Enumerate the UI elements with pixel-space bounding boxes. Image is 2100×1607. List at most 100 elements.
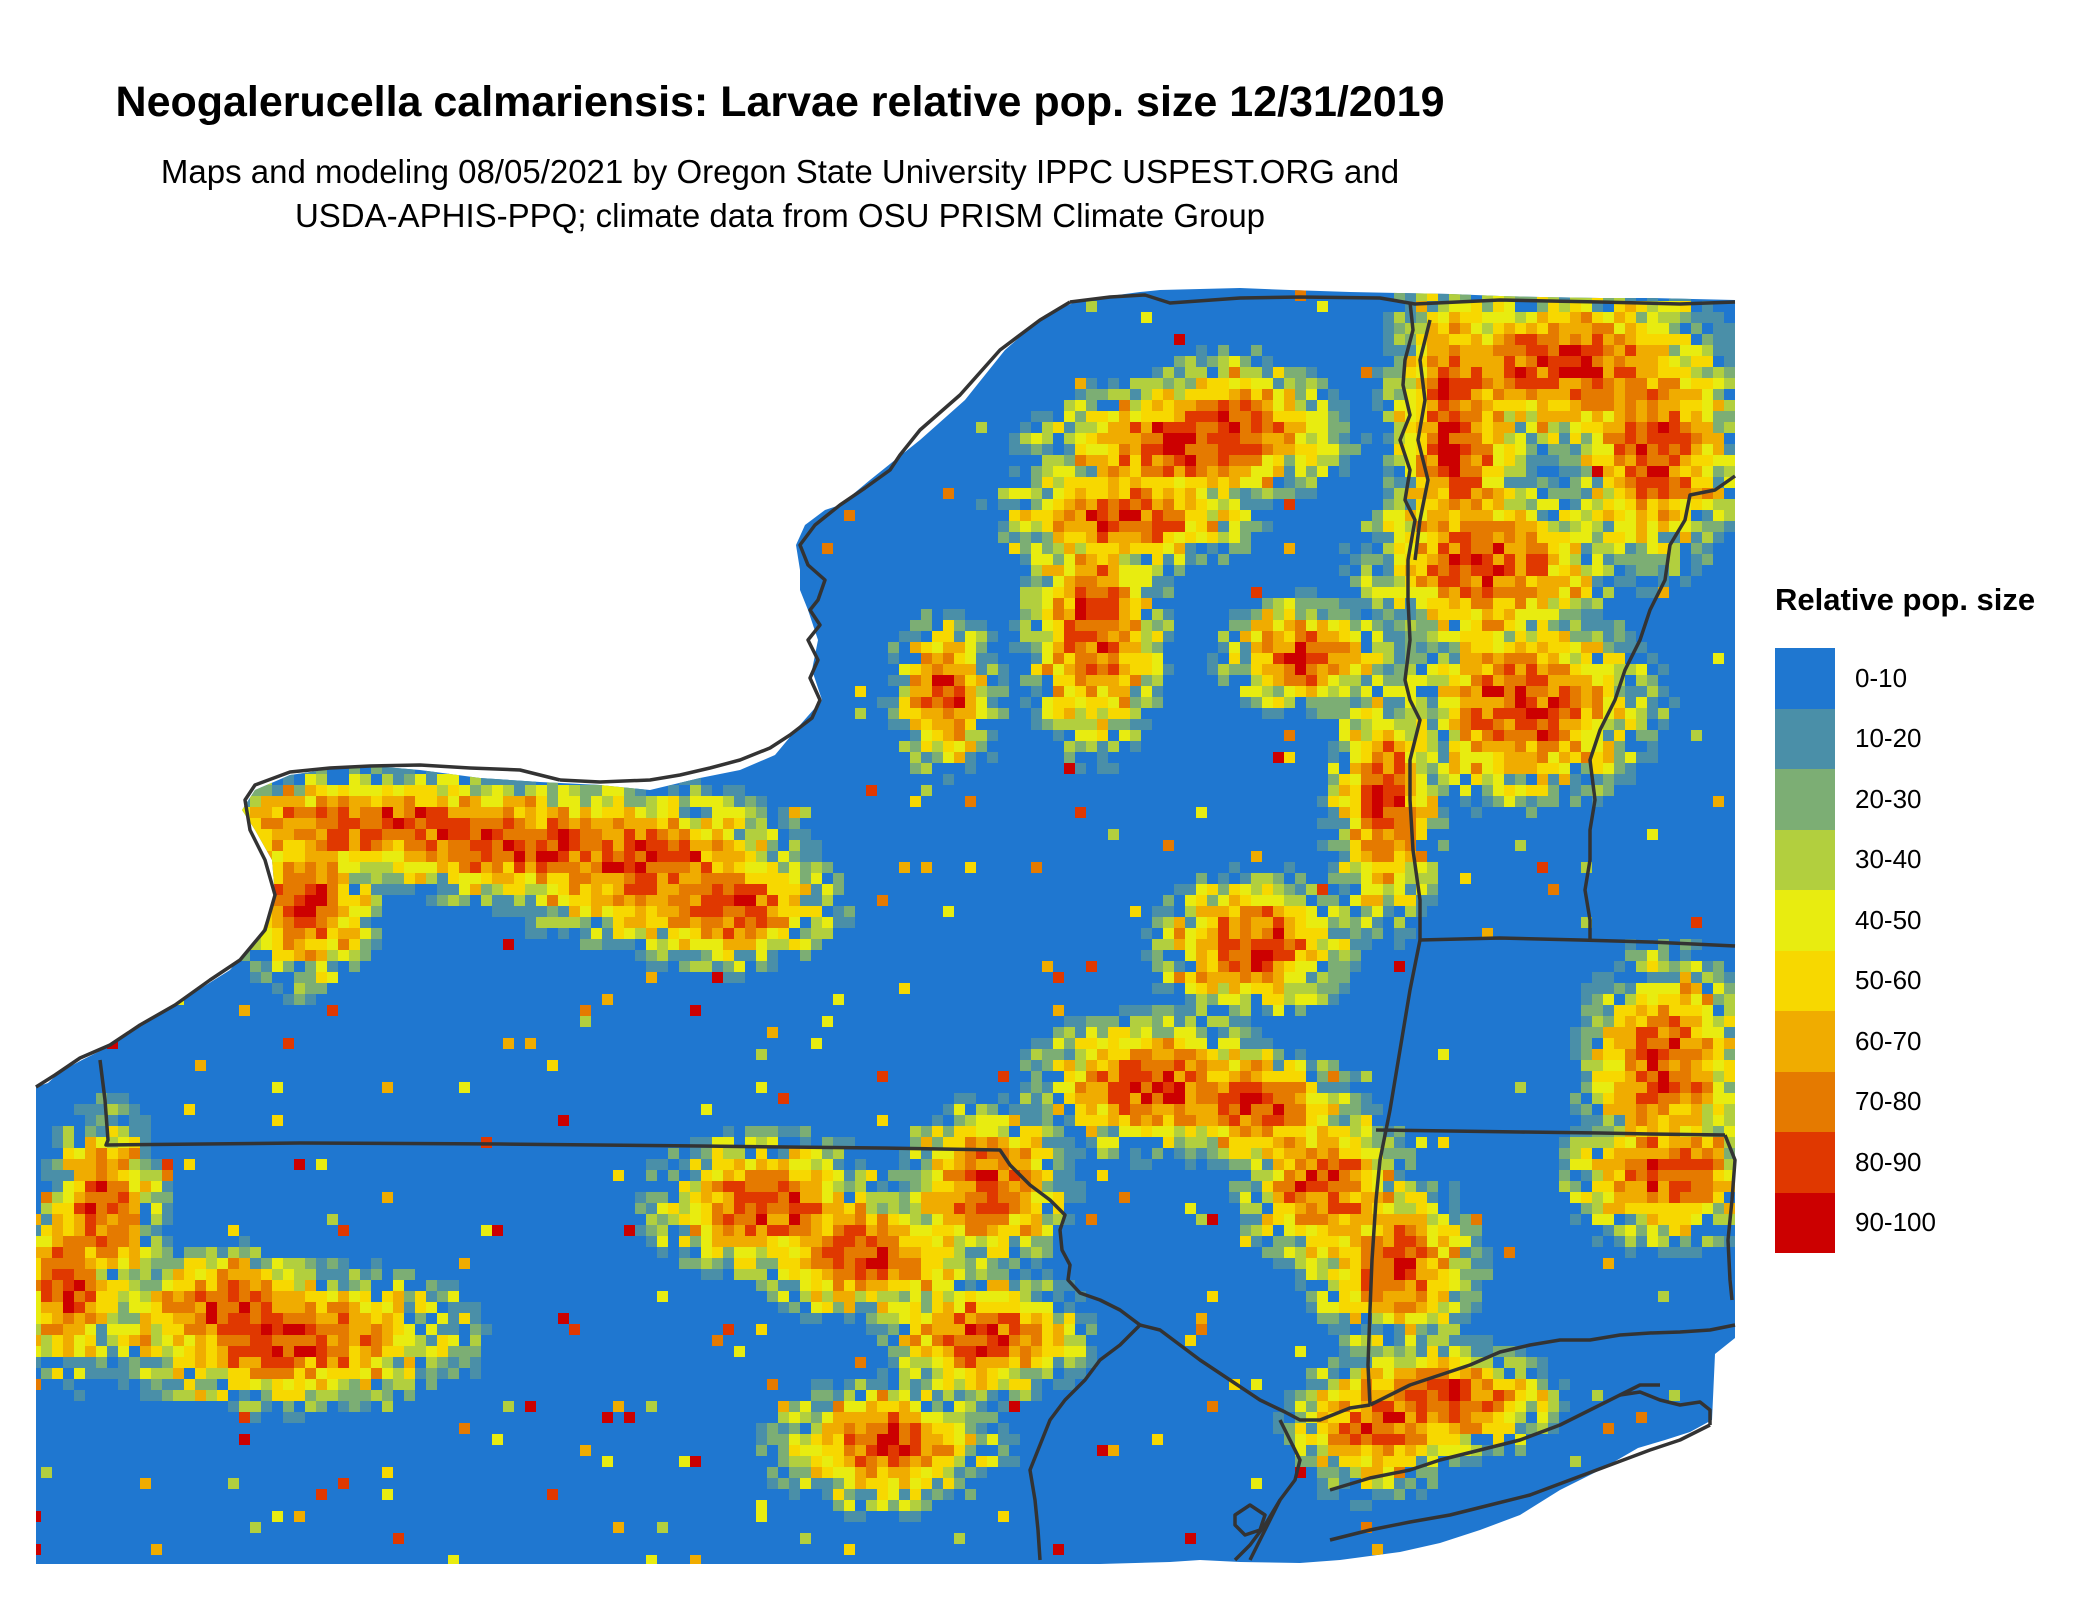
raster-cell bbox=[657, 851, 668, 862]
raster-cell bbox=[965, 708, 976, 719]
raster-cell bbox=[965, 1148, 976, 1159]
raster-cell bbox=[767, 851, 778, 862]
raster-cell bbox=[272, 950, 283, 961]
raster-cell bbox=[1086, 1137, 1097, 1148]
raster-cell bbox=[580, 851, 591, 862]
raster-cell bbox=[1174, 455, 1185, 466]
raster-cell bbox=[954, 653, 965, 664]
raster-cell bbox=[844, 1181, 855, 1192]
raster-cell bbox=[1075, 510, 1086, 521]
raster-cell bbox=[954, 1137, 965, 1148]
raster-cell bbox=[1328, 1247, 1339, 1258]
raster-cell bbox=[96, 1126, 107, 1137]
raster-cell bbox=[646, 829, 657, 840]
raster-cell bbox=[1405, 730, 1416, 741]
raster-cell bbox=[591, 796, 602, 807]
raster-cell bbox=[756, 1203, 767, 1214]
raster-cell bbox=[239, 906, 250, 917]
raster-cell bbox=[1284, 422, 1295, 433]
raster-cell bbox=[701, 818, 712, 829]
raster-cell bbox=[800, 1313, 811, 1324]
raster-cell bbox=[1163, 1082, 1174, 1093]
raster-cell bbox=[1350, 1346, 1361, 1357]
raster-cell bbox=[1251, 1181, 1262, 1192]
raster-cell bbox=[96, 1170, 107, 1181]
raster-cell bbox=[415, 873, 426, 884]
raster-cell bbox=[184, 807, 195, 818]
raster-cell bbox=[327, 840, 338, 851]
raster-cell bbox=[1427, 1434, 1438, 1445]
raster-cell bbox=[734, 1346, 745, 1357]
raster-cell bbox=[470, 1368, 481, 1379]
raster-cell bbox=[107, 1324, 118, 1335]
raster-cell bbox=[1240, 961, 1251, 972]
raster-cell bbox=[580, 906, 591, 917]
raster-cell bbox=[129, 818, 140, 829]
raster-cell bbox=[1372, 389, 1383, 400]
raster-cell bbox=[899, 1412, 910, 1423]
raster-cell bbox=[1284, 642, 1295, 653]
raster-cell bbox=[1042, 587, 1053, 598]
raster-cell bbox=[613, 1566, 624, 1577]
raster-cell bbox=[1163, 939, 1174, 950]
raster-cell bbox=[96, 565, 107, 576]
raster-cell bbox=[1416, 1456, 1427, 1467]
raster-cell bbox=[1394, 774, 1405, 785]
raster-cell bbox=[624, 928, 635, 939]
raster-cell bbox=[470, 862, 481, 873]
raster-cell bbox=[1350, 873, 1361, 884]
raster-cell bbox=[910, 1203, 921, 1214]
raster-cell bbox=[118, 1203, 129, 1214]
raster-cell bbox=[1251, 906, 1262, 917]
raster-cell bbox=[745, 1247, 756, 1258]
raster-cell bbox=[668, 1214, 679, 1225]
raster-cell bbox=[1416, 389, 1427, 400]
raster-cell bbox=[976, 1126, 987, 1137]
raster-cell bbox=[140, 1181, 151, 1192]
raster-cell bbox=[1075, 708, 1086, 719]
raster-cell bbox=[910, 1214, 921, 1225]
raster-cell bbox=[866, 1478, 877, 1489]
raster-cell bbox=[1383, 1467, 1394, 1478]
raster-cell bbox=[437, 774, 448, 785]
raster-cell bbox=[1394, 1225, 1405, 1236]
raster-cell bbox=[1086, 719, 1097, 730]
raster-cell bbox=[1317, 917, 1328, 928]
raster-cell bbox=[1009, 1192, 1020, 1203]
raster-cell bbox=[1218, 1115, 1229, 1126]
raster-cell bbox=[514, 873, 525, 884]
raster-cell bbox=[239, 1291, 250, 1302]
raster-cell bbox=[1119, 598, 1130, 609]
raster-cell bbox=[1009, 1434, 1020, 1445]
raster-cell bbox=[1383, 862, 1394, 873]
raster-cell bbox=[844, 1467, 855, 1478]
raster-cell bbox=[1350, 1423, 1361, 1434]
raster-cell bbox=[1416, 774, 1427, 785]
raster-cell bbox=[294, 906, 305, 917]
raster-cell bbox=[1240, 906, 1251, 917]
raster-cell bbox=[1086, 1060, 1097, 1071]
raster-cell bbox=[1262, 1093, 1273, 1104]
raster-cell bbox=[1262, 1225, 1273, 1236]
raster-cell bbox=[1339, 1071, 1350, 1082]
raster-cell bbox=[1361, 1302, 1372, 1313]
raster-cell bbox=[239, 1390, 250, 1401]
raster-cell bbox=[129, 1368, 140, 1379]
raster-cell bbox=[1064, 1379, 1075, 1390]
raster-cell bbox=[1240, 411, 1251, 422]
raster-cell bbox=[899, 1379, 910, 1390]
raster-cell bbox=[1295, 961, 1306, 972]
raster-cell bbox=[833, 1148, 844, 1159]
raster-cell bbox=[129, 1335, 140, 1346]
raster-cell bbox=[866, 785, 877, 796]
raster-cell bbox=[371, 1357, 382, 1368]
raster-cell bbox=[1086, 609, 1097, 620]
raster-cell bbox=[536, 906, 547, 917]
raster-cell bbox=[910, 642, 921, 653]
raster-cell bbox=[921, 785, 932, 796]
raster-cell bbox=[855, 1456, 866, 1467]
raster-cell bbox=[85, 1269, 96, 1280]
raster-cell bbox=[1361, 1346, 1372, 1357]
raster-cell bbox=[1086, 664, 1097, 675]
raster-cell bbox=[954, 1104, 965, 1115]
